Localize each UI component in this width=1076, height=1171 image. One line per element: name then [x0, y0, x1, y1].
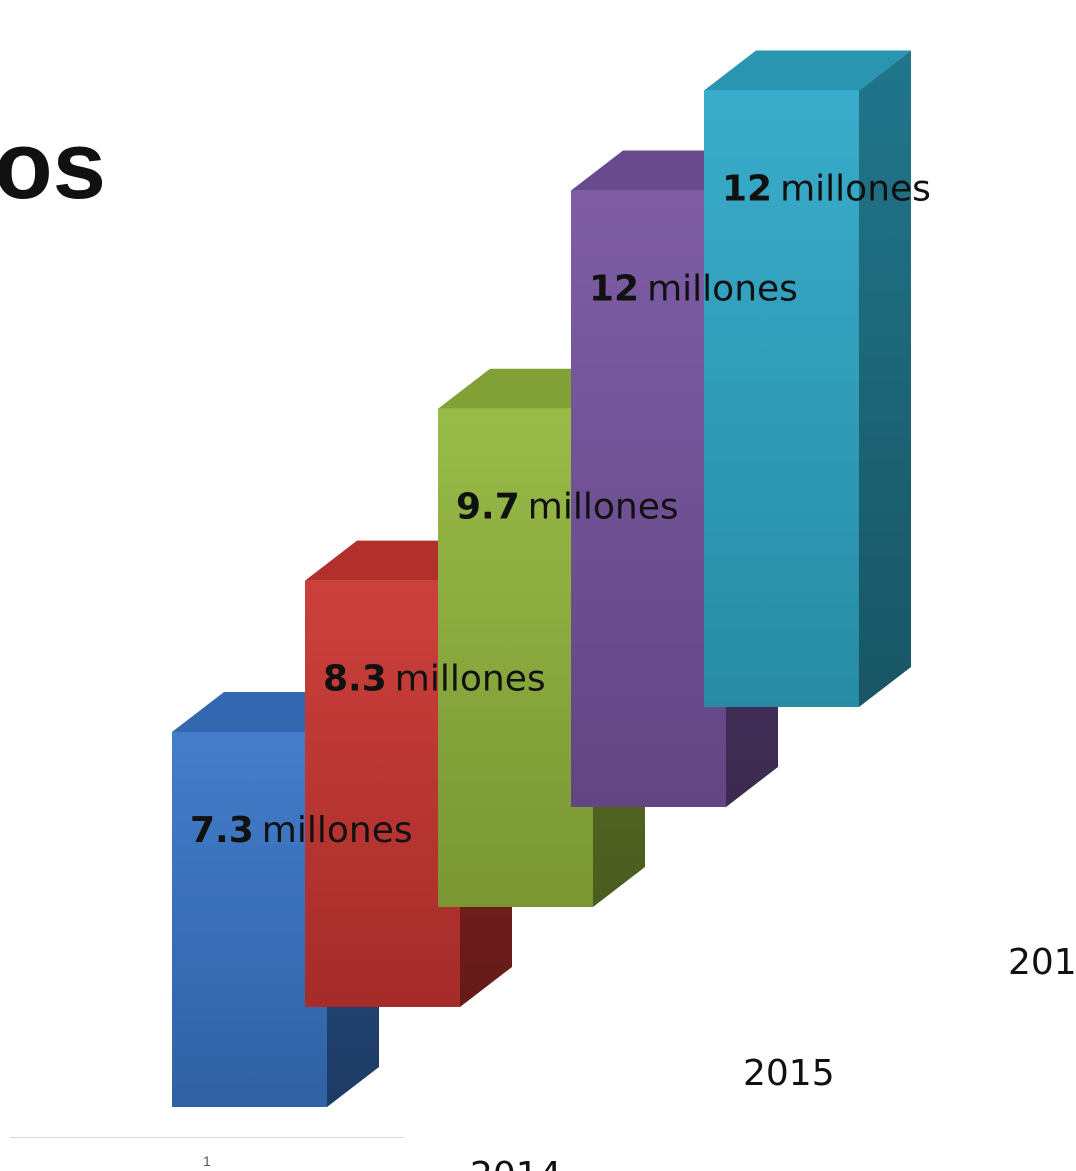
footer-divider	[10, 1137, 405, 1138]
year-label-2014: 2014	[470, 1155, 562, 1171]
bar-side-2018	[859, 50, 911, 708]
year-label-2015: 2015	[743, 1053, 835, 1094]
bar-front-2018	[704, 90, 859, 707]
page-number: 1	[203, 1153, 211, 1169]
year-label-2016: 2016	[1008, 942, 1076, 983]
value-label-2016: 9.7 millones	[456, 487, 679, 528]
value-label-2017: 12 millones	[589, 269, 798, 310]
bar-front-2015	[305, 580, 460, 1007]
value-label-2018: 12 millones	[722, 169, 931, 210]
bar-2018	[704, 50, 911, 708]
slide-title-fragment: os	[0, 112, 107, 219]
bar-front-2017	[571, 190, 726, 807]
value-label-2014: 7.3 millones	[190, 810, 413, 851]
bar-front-2016	[438, 408, 593, 907]
bar-front-2014	[172, 731, 327, 1107]
bar-top-2018	[704, 50, 911, 91]
value-label-2015: 8.3 millones	[323, 659, 546, 700]
